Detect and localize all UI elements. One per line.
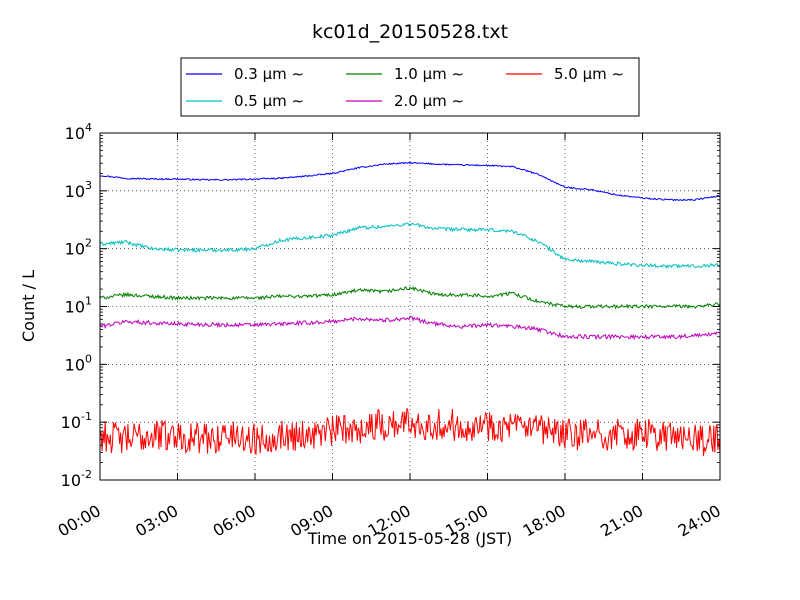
legend-label: 5.0 μm ∼ bbox=[554, 65, 624, 83]
y-tick-labels: 10-2 10-1 100 101 102 103 104 bbox=[61, 121, 92, 490]
x-tick-label: 21:00 bbox=[597, 501, 646, 541]
x-tick-label: 18:00 bbox=[520, 501, 569, 541]
series-line bbox=[99, 161, 721, 202]
series-line bbox=[99, 222, 721, 269]
legend-label: 0.3 μm ∼ bbox=[234, 65, 304, 83]
y-tick-label: 10-1 bbox=[61, 410, 92, 432]
legend-label: 1.0 μm ∼ bbox=[394, 65, 464, 83]
x-tick-label: 06:00 bbox=[210, 501, 259, 541]
x-tick-label: 00:00 bbox=[55, 501, 104, 541]
series-line bbox=[99, 285, 721, 310]
chart-title: kc01d_20150528.txt bbox=[312, 21, 508, 43]
y-tick-label: 101 bbox=[65, 295, 92, 317]
plot-area bbox=[99, 132, 721, 481]
legend-label: 2.0 μm ∼ bbox=[394, 92, 464, 110]
y-tick-label: 10-2 bbox=[61, 468, 92, 490]
legend: 0.3 μm ∼ 0.5 μm ∼ 1.0 μm ∼ 2.0 μm ∼ 5.0 μm ∼ bbox=[180, 57, 640, 117]
x-tick-label: 03:00 bbox=[132, 501, 181, 541]
legend-frame bbox=[180, 57, 640, 117]
tick-marks bbox=[99, 132, 721, 481]
y-tick-label: 103 bbox=[65, 179, 92, 201]
x-tick-label: 24:00 bbox=[675, 501, 724, 541]
y-axis-label: Count / L bbox=[19, 270, 38, 342]
series-line bbox=[99, 315, 721, 341]
x-axis-label: Time on 2015-05-28 (JST) bbox=[307, 529, 512, 548]
series-layer bbox=[99, 161, 721, 456]
series-line bbox=[99, 408, 721, 456]
legend-label: 0.5 μm ∼ bbox=[234, 92, 304, 110]
y-tick-label: 104 bbox=[65, 121, 92, 143]
y-tick-label: 100 bbox=[65, 352, 92, 374]
y-tick-label: 102 bbox=[65, 237, 92, 259]
